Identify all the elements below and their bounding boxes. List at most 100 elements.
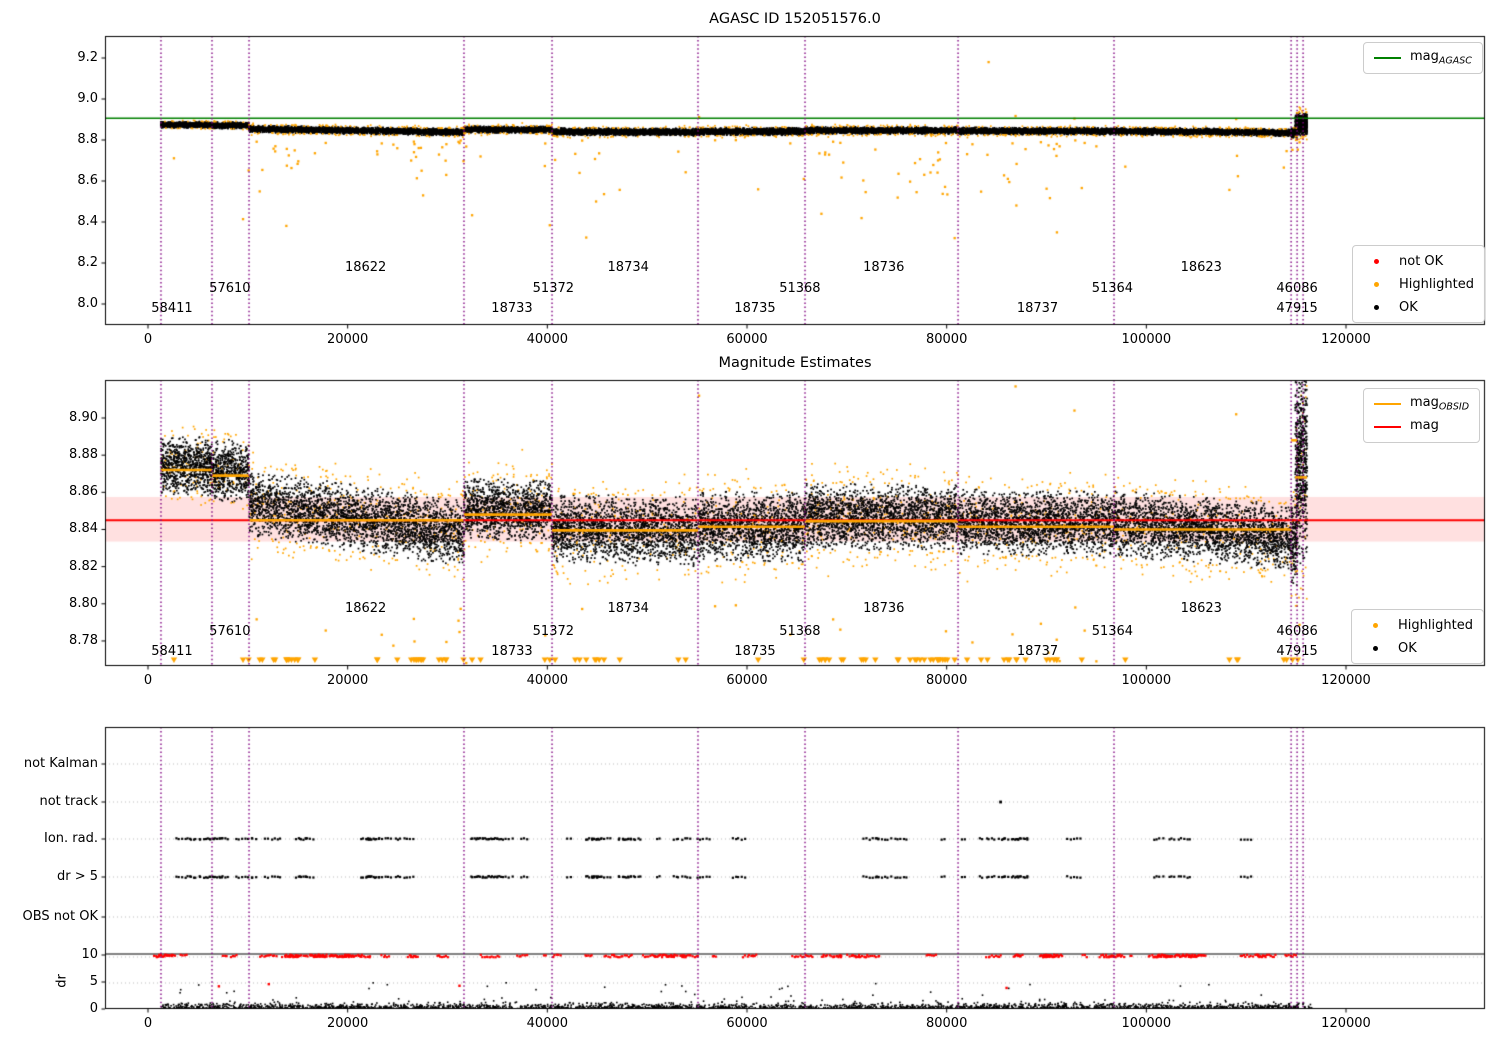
middle-xtick-label: 80000 <box>925 673 968 688</box>
mag-obsid-line-swatch <box>1374 403 1401 405</box>
obsid-label-top-plot: 18623 <box>1180 260 1222 275</box>
legend-mid-lines: magOBSID mag <box>1363 388 1481 443</box>
legend-top-points: not OK Highlighted OK <box>1352 245 1485 323</box>
legend-label-mid-ok: OK <box>1398 640 1417 656</box>
obsid-label-middle-plot: 18734 <box>607 601 649 616</box>
middle-ytick-label: 8.78 <box>69 632 98 648</box>
bottom-xtick-label: 120000 <box>1321 1016 1371 1031</box>
obsid-label-top-plot: 51364 <box>1091 281 1134 296</box>
obsid-label-middle-plot: 46086 <box>1276 624 1318 639</box>
legend-label-mid-highlighted: Highlighted <box>1398 617 1473 633</box>
middle-ytick-label: 8.90 <box>69 410 98 425</box>
legend-item-mag-obsid: magOBSID <box>1374 395 1469 413</box>
middle-ytick-label: 8.88 <box>69 447 98 463</box>
mag-line-swatch <box>1374 426 1401 428</box>
top-xtick-label: 100000 <box>1121 332 1172 347</box>
obsid-label-middle-plot: 18735 <box>734 644 776 659</box>
obsid-label-top-plot: 51368 <box>779 281 821 296</box>
obsid-label-middle-plot: 18737 <box>1016 644 1059 659</box>
top-ytick-label: 8.4 <box>77 214 98 229</box>
not-ok-marker-icon <box>1363 258 1390 264</box>
bottom-xtick-label: 60000 <box>726 1016 768 1031</box>
obsid-label-middle-plot: 57610 <box>209 624 251 639</box>
obsid-label-middle-plot: 18733 <box>491 644 533 659</box>
middle-xtick-label: 100000 <box>1121 673 1172 688</box>
middle-xtick-label: 120000 <box>1321 673 1371 688</box>
middle-ytick-label: 8.84 <box>69 521 98 537</box>
dr-tick-label: 5 <box>89 974 98 989</box>
obsid-label-top-plot: 57610 <box>209 281 251 296</box>
bottom-xtick-label: 100000 <box>1121 1016 1172 1031</box>
dr-tick-label: 0 <box>89 1001 98 1016</box>
legend-item-mid-ok: OK <box>1362 639 1473 657</box>
dr-tick-label: 10 <box>81 947 98 962</box>
legend-label-ok: OK <box>1399 299 1418 315</box>
obsid-label-top-plot: 18622 <box>344 260 387 275</box>
top-ytick-label: 8.2 <box>77 255 98 270</box>
obsid-label-middle-plot: 18623 <box>1180 601 1222 616</box>
bottom-row-label: OBS not OK <box>22 909 99 924</box>
bottom-xtick-label: 80000 <box>925 1016 968 1031</box>
legend-label-mag-obsid: magOBSID <box>1410 395 1470 413</box>
middle-ytick-label: 8.82 <box>69 558 98 574</box>
obsid-label-middle-plot: 18622 <box>344 601 387 616</box>
top-xtick-label: 40000 <box>526 332 569 347</box>
bottom-xtick-label: 20000 <box>326 1016 369 1031</box>
bottom-xtick-label: 40000 <box>526 1016 569 1031</box>
middle-ytick-label: 8.80 <box>69 595 98 611</box>
top-xtick-label: 0 <box>143 332 153 347</box>
legend-label-not-ok: not OK <box>1399 253 1444 269</box>
legend-mid-points: Highlighted OK <box>1351 609 1484 664</box>
bottom-row-label: dr > 5 <box>56 869 98 884</box>
legend-item-mid-highlighted: Highlighted <box>1362 616 1473 634</box>
bottom-row-label: not Kalman <box>23 756 98 771</box>
obsid-label-top-plot: 18733 <box>491 301 533 316</box>
top-ytick-label: 8.6 <box>77 173 98 188</box>
obsid-label-top-plot: 47915 <box>1276 301 1318 316</box>
highlighted-marker-icon <box>1363 281 1390 287</box>
obsid-label-top-plot: 18734 <box>607 260 649 275</box>
middle-xtick-label: 40000 <box>526 673 569 688</box>
obsid-label-middle-plot: 58411 <box>151 644 193 659</box>
middle-xtick-label: 0 <box>143 673 153 688</box>
obsid-label-middle-plot: 51372 <box>532 624 575 639</box>
obsid-label-top-plot: 18735 <box>734 301 776 316</box>
middle-plot-title: Magnitude Estimates <box>718 355 872 371</box>
obsid-label-top-plot: 58411 <box>151 301 193 316</box>
bottom-xtick-label: 0 <box>143 1016 153 1031</box>
top-xtick-label: 120000 <box>1321 332 1371 347</box>
obsid-label-top-plot: 18737 <box>1016 301 1059 316</box>
legend-item-highlighted: Highlighted <box>1363 275 1474 293</box>
mid-highlighted-marker-icon <box>1362 622 1389 628</box>
legend-mag-agasc: magAGASC <box>1363 42 1483 74</box>
top-ytick-label: 9.0 <box>77 91 98 106</box>
legend-label-highlighted: Highlighted <box>1399 276 1474 292</box>
obsid-label-top-plot: 51372 <box>532 281 575 296</box>
legend-label-mag-agasc: magAGASC <box>1410 49 1472 67</box>
obsid-label-middle-plot: 18736 <box>863 601 905 616</box>
bottom-row-label: Ion. rad. <box>44 831 98 846</box>
mid-ok-marker-icon <box>1362 645 1389 651</box>
top-xtick-label: 20000 <box>326 332 369 347</box>
top-plot-title: AGASC ID 152051576.0 <box>709 11 881 27</box>
middle-xtick-label: 60000 <box>726 673 768 688</box>
middle-xtick-label: 20000 <box>326 673 369 688</box>
obsid-label-middle-plot: 51364 <box>1091 624 1134 639</box>
ok-marker-icon <box>1363 304 1390 310</box>
legend-item-mag: mag <box>1374 418 1469 436</box>
top-ytick-label: 8.8 <box>77 132 98 147</box>
top-ytick-label: 9.2 <box>77 50 98 65</box>
top-xtick-label: 80000 <box>925 332 968 347</box>
obsid-label-middle-plot: 51368 <box>779 624 821 639</box>
bottom-row-label: not track <box>39 794 98 809</box>
legend-label-mag: mag <box>1410 418 1439 434</box>
top-xtick-label: 60000 <box>726 332 768 347</box>
legend-item-ok: OK <box>1363 298 1474 316</box>
obsid-label-middle-plot: 47915 <box>1276 644 1318 659</box>
obsid-label-top-plot: 18736 <box>863 260 905 275</box>
legend-item-mag-agasc: magAGASC <box>1374 49 1472 67</box>
middle-ytick-label: 8.86 <box>69 484 98 500</box>
mag-agasc-line-swatch <box>1374 57 1401 59</box>
